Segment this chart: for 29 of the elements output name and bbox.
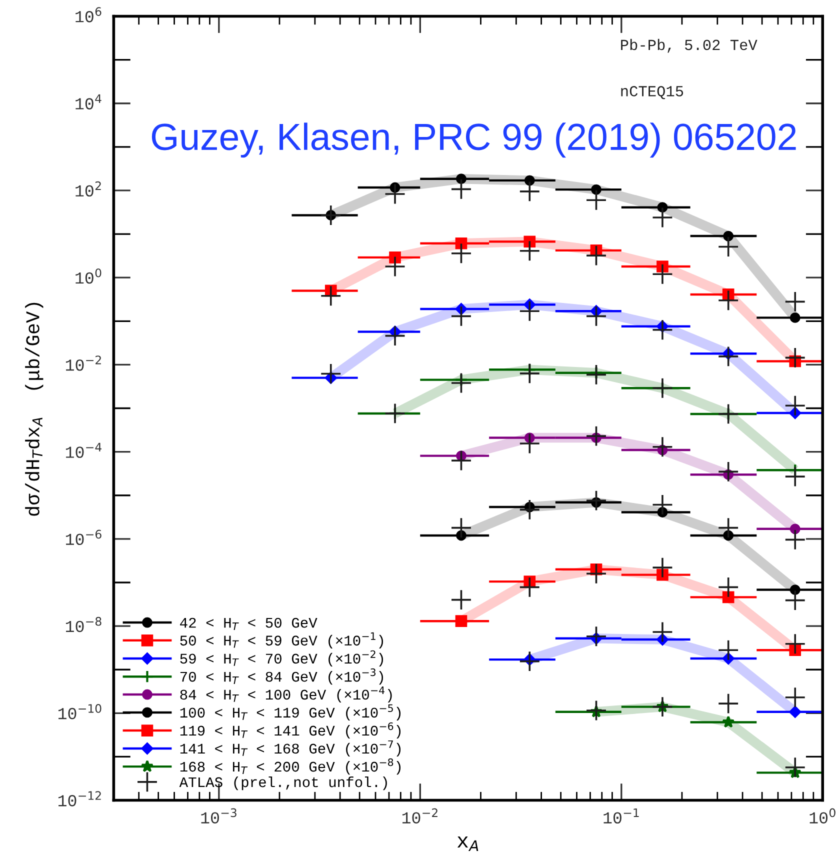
annotation: Guzey, Klasen, PRC 99 (2019) 065202 [152, 122, 796, 158]
y-tick-label: 10$^{−12}$ [58, 791, 101, 806]
x-tick-label: 10$^{−1}$ [604, 808, 639, 824]
annotation: nCTEQ15 [621, 86, 684, 100]
legend-label: 100 < H$_{T}$ < 119 GeV (×10$^{−5}$) [180, 704, 401, 720]
legend-label: 42 < H$_{T}$ < 50 GeV [180, 618, 318, 630]
legend-label: 168 < H$_{T}$ < 200 GeV (×10$^{−8}$) [180, 758, 401, 775]
y-tick-label: 10$^{6}$ [76, 7, 102, 22]
y-tick-label: 10$^{−4}$ [66, 442, 102, 458]
legend-label: 119 < H$_{T}$ < 141 GeV (×10$^{−6}$) [180, 722, 401, 739]
y-tick-label: 10$^{−6}$ [66, 530, 102, 546]
legend-label: 141 < H$_{T}$ < 168 GeV (×10$^{−7}$) [180, 740, 401, 757]
text: dσ/dH$_{T}$dx$_{A}$ (μb/GeV) [25, 302, 44, 516]
y-tick-label: 10$^{0}$ [76, 268, 102, 284]
y-tick-label: 10$^{2}$ [76, 181, 101, 197]
legend-label: 50 < H$_{T}$ < 59 GeV (×10$^{−1}$) [180, 632, 384, 648]
legend-label: ATLAS (prel.,not unfol.) [179, 776, 387, 790]
legend-label: 70 < H$_{T}$ < 84 GeV (×10$^{−3}$) [180, 668, 384, 685]
y-tick-label: 10$^{−8}$ [66, 616, 102, 632]
y-tick-label: 10$^{−10}$ [58, 704, 102, 720]
annotation: Pb-Pb, 5.02 TeV [621, 38, 758, 53]
y-tick-label: 10$^{−2}$ [66, 356, 101, 371]
x-axis-title: x$_{A}$ [457, 836, 478, 851]
x-tick-label: 10$^{0}$ [810, 808, 836, 824]
legend-label: 59 < H$_{T}$ < 70 GeV (×10$^{−2}$) [180, 650, 384, 667]
x-tick-label: 10$^{−2}$ [402, 808, 438, 824]
x-tick-label: 10$^{−3}$ [201, 808, 236, 824]
y-tick-label: 10$^{4}$ [76, 94, 102, 110]
legend-label: 84 < H$_{T}$ < 100 GeV (×10$^{−4}$) [180, 686, 392, 703]
